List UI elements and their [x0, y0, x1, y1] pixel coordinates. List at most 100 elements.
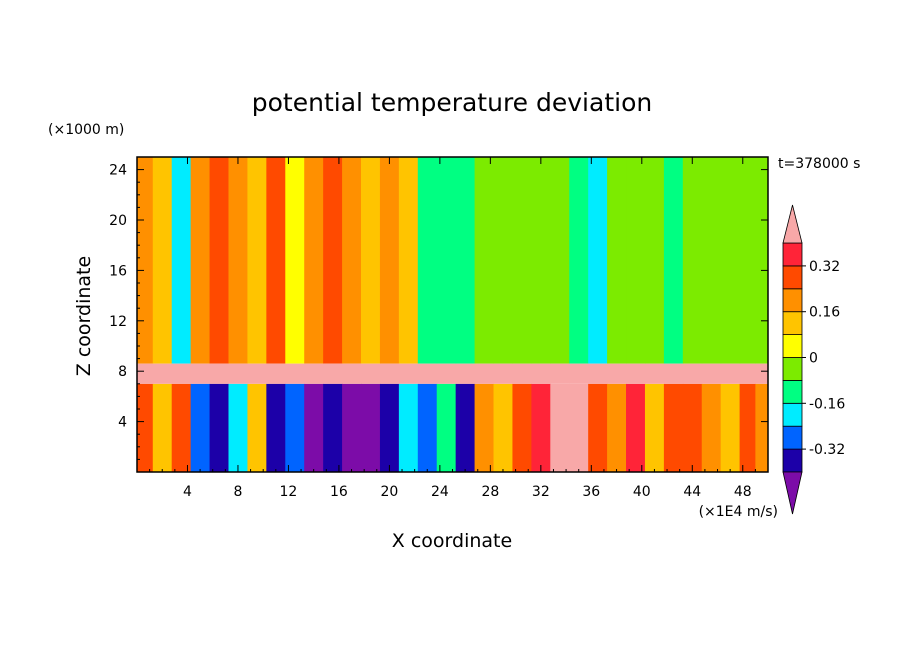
colorbar-bin: [782, 242, 803, 267]
x-tick-label: 24: [431, 484, 449, 500]
x-tick-label: 12: [280, 484, 298, 500]
field-cell-lower: [379, 383, 400, 472]
x-tick-label: 32: [532, 484, 550, 500]
field-cell-lower: [436, 383, 457, 472]
colorbar-bin: [782, 448, 803, 473]
field-cell-lower: [361, 383, 381, 472]
field-cell-upper: [474, 157, 495, 364]
field-cell-lower: [720, 383, 741, 472]
field-cell-upper: [720, 157, 741, 364]
field-cell-lower: [626, 383, 646, 472]
field-cell-upper: [607, 157, 627, 364]
colorbar-label: 0.16: [809, 305, 840, 321]
field-cell-lower: [171, 383, 192, 472]
colorbar-bin: [782, 402, 803, 427]
field-cell-lower: [644, 383, 665, 472]
field-cell-lower: [550, 383, 570, 472]
x-tick-label: 8: [233, 484, 242, 500]
field-cell-lower: [531, 383, 551, 472]
colorbar-bin: [782, 425, 803, 450]
field-cell-upper: [701, 157, 722, 364]
colorbar-bin: [782, 265, 803, 290]
colorbar-extend-max: [782, 204, 803, 244]
field-cell-lower: [455, 383, 476, 472]
field-cell-lower: [493, 383, 514, 472]
y-unit-label: (×1000 m): [48, 122, 124, 138]
field-cell-upper: [304, 157, 324, 364]
colorbar-bin: [782, 379, 803, 404]
field-cell-lower: [512, 383, 532, 472]
field-cell-lower: [323, 383, 343, 472]
chart-title: potential temperature deviation: [252, 88, 652, 117]
field-cell-lower: [247, 383, 267, 472]
colorbar: 0.32 0.16 0 -0.16 -0.32: [782, 204, 845, 515]
y-axis: 4 8 12 16 20 24: [109, 163, 768, 460]
y-tick-label: 8: [118, 364, 127, 380]
x-tick-label: 36: [582, 484, 600, 500]
x-tick-label: 16: [330, 484, 348, 500]
field-cell-upper: [626, 157, 646, 364]
colorbar-bin: [782, 357, 803, 381]
x-unit-label: (×1E4 m/s): [699, 504, 778, 520]
colorbar-label: -0.32: [809, 442, 845, 458]
field-cell-upper: [531, 157, 551, 364]
field-cell-upper: [512, 157, 532, 364]
field-cell-upper: [588, 157, 608, 364]
x-tick-label: 20: [380, 484, 398, 500]
field-cell-lower: [190, 383, 211, 472]
field-cell-upper: [739, 157, 756, 364]
x-tick-label: 40: [633, 484, 651, 500]
field-cell-lower: [474, 383, 495, 472]
field-cell-upper: [323, 157, 343, 364]
field-cell-lower: [569, 383, 589, 472]
x-tick-label: 44: [683, 484, 701, 500]
field-cell-upper: [644, 157, 665, 364]
field-cell-upper: [663, 157, 684, 364]
colorbar-label: 0: [809, 351, 818, 367]
field-cell-upper: [550, 157, 570, 364]
field-cell-upper: [152, 157, 173, 364]
field-cell-upper: [342, 157, 362, 364]
y-tick-label: 12: [109, 314, 127, 330]
x-tick-label: 4: [183, 484, 192, 500]
field-cell-upper: [361, 157, 381, 364]
field-cell-upper: [190, 157, 211, 364]
field-cell-lower: [682, 383, 703, 472]
field-cell-lower: [137, 383, 154, 472]
field-cell-upper: [682, 157, 703, 364]
field-cell-upper: [209, 157, 230, 364]
x-tick-label: 48: [734, 484, 752, 500]
y-tick-label: 16: [109, 263, 127, 279]
colorbar-bin: [782, 288, 803, 313]
field-cell-lower: [701, 383, 722, 472]
field-cell-upper: [137, 157, 154, 364]
time-label: t=378000 s: [778, 156, 860, 172]
field-cell-lower: [588, 383, 608, 472]
x-axis: 4 8 12 16 20 24 28 32 36 40 44 48: [149, 157, 756, 500]
field-cell-upper: [417, 157, 438, 364]
field-cell-upper: [436, 157, 457, 364]
field-cell-upper: [398, 157, 419, 364]
field-cell-lower: [152, 383, 173, 472]
field-cell-lower: [398, 383, 419, 472]
field-cell-lower: [342, 383, 362, 472]
field-cell-lower: [228, 383, 249, 472]
field-cell-lower: [739, 383, 756, 472]
y-tick-label: 24: [109, 163, 127, 179]
field-cell-lower: [209, 383, 230, 472]
field-cell-lower: [417, 383, 438, 472]
field-cell-upper: [285, 157, 305, 364]
field-cell-upper: [493, 157, 514, 364]
field-cell-lower: [285, 383, 305, 472]
field-cell-lower: [266, 383, 286, 472]
field-cell-upper: [755, 157, 768, 364]
field-cell-upper: [247, 157, 267, 364]
field-cell-upper: [569, 157, 589, 364]
field-cell-upper: [379, 157, 400, 364]
field-cell-upper: [455, 157, 476, 364]
field-cell-lower: [607, 383, 627, 472]
colorbar-label: 0.32: [809, 259, 840, 275]
field-cell-lower: [755, 383, 768, 472]
field-cell-upper: [266, 157, 286, 364]
